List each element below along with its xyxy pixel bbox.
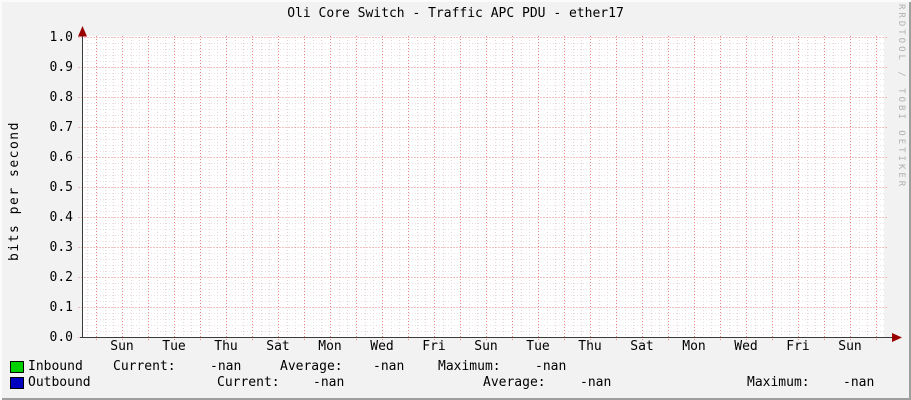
legend-average-value-outbound: -nan [580,375,612,390]
y-tick-label: 0.2 [49,270,73,285]
legend-series-name-outbound: Outbound [28,375,91,390]
x-tick-label: Sat [266,339,290,354]
x-tick-label: Sun [474,339,498,354]
legend-maximum-label-outbound: Maximum: [747,375,810,390]
legend-maximum-value-outbound: -nan [843,375,875,390]
y-tick-label: 0.7 [49,120,73,135]
y-tick-label: 0.6 [49,150,73,165]
x-tick-label: Tue [526,339,550,354]
legend-current-value-outbound: -nan [313,375,345,390]
y-tick-label: 0.1 [49,300,73,315]
x-tick-label: Wed [370,339,394,354]
x-tick-label: Sat [630,339,654,354]
y-tick-label: 0.3 [49,240,73,255]
y-tick-label: 0.9 [49,60,73,75]
x-tick-label: Tue [162,339,186,354]
x-tick-label: Sun [838,339,862,354]
legend-maximum-label-inbound: Maximum: [438,359,501,374]
y-tick-label: 0.8 [49,90,73,105]
x-tick-label: Fri [786,339,810,354]
x-tick-label: Fri [422,339,446,354]
x-tick-label: Sun [110,339,134,354]
graph-title: Oli Core Switch - Traffic APC PDU - ethe… [287,6,624,21]
x-tick-label: Wed [734,339,758,354]
legend-current-label-inbound: Current: [113,359,176,374]
x-tick-label: Thu [578,339,602,354]
legend-series-name-inbound: Inbound [28,359,83,374]
legend-current-label-outbound: Current: [217,375,280,390]
y-tick-label: 0.4 [49,210,73,225]
x-tick-label: Mon [318,339,342,354]
legend-current-value-inbound: -nan [210,359,242,374]
y-tick-label: 1.0 [49,30,73,45]
y-tick-label: 0.5 [49,180,73,195]
legend-average-value-inbound: -nan [373,359,405,374]
x-tick-label: Thu [214,339,238,354]
legend-swatch-outbound [10,377,24,389]
x-tick-label: Mon [682,339,706,354]
y-tick-label: 0.0 [49,330,73,345]
legend-maximum-value-inbound: -nan [535,359,567,374]
rrdtool-watermark: RRDTOOL / TOBI OETIKER [896,4,906,190]
legend-swatch-inbound [10,361,24,373]
legend-average-label-inbound: Average: [280,359,343,374]
legend-average-label-outbound: Average: [483,375,546,390]
y-axis-title: bits per second [7,121,22,261]
